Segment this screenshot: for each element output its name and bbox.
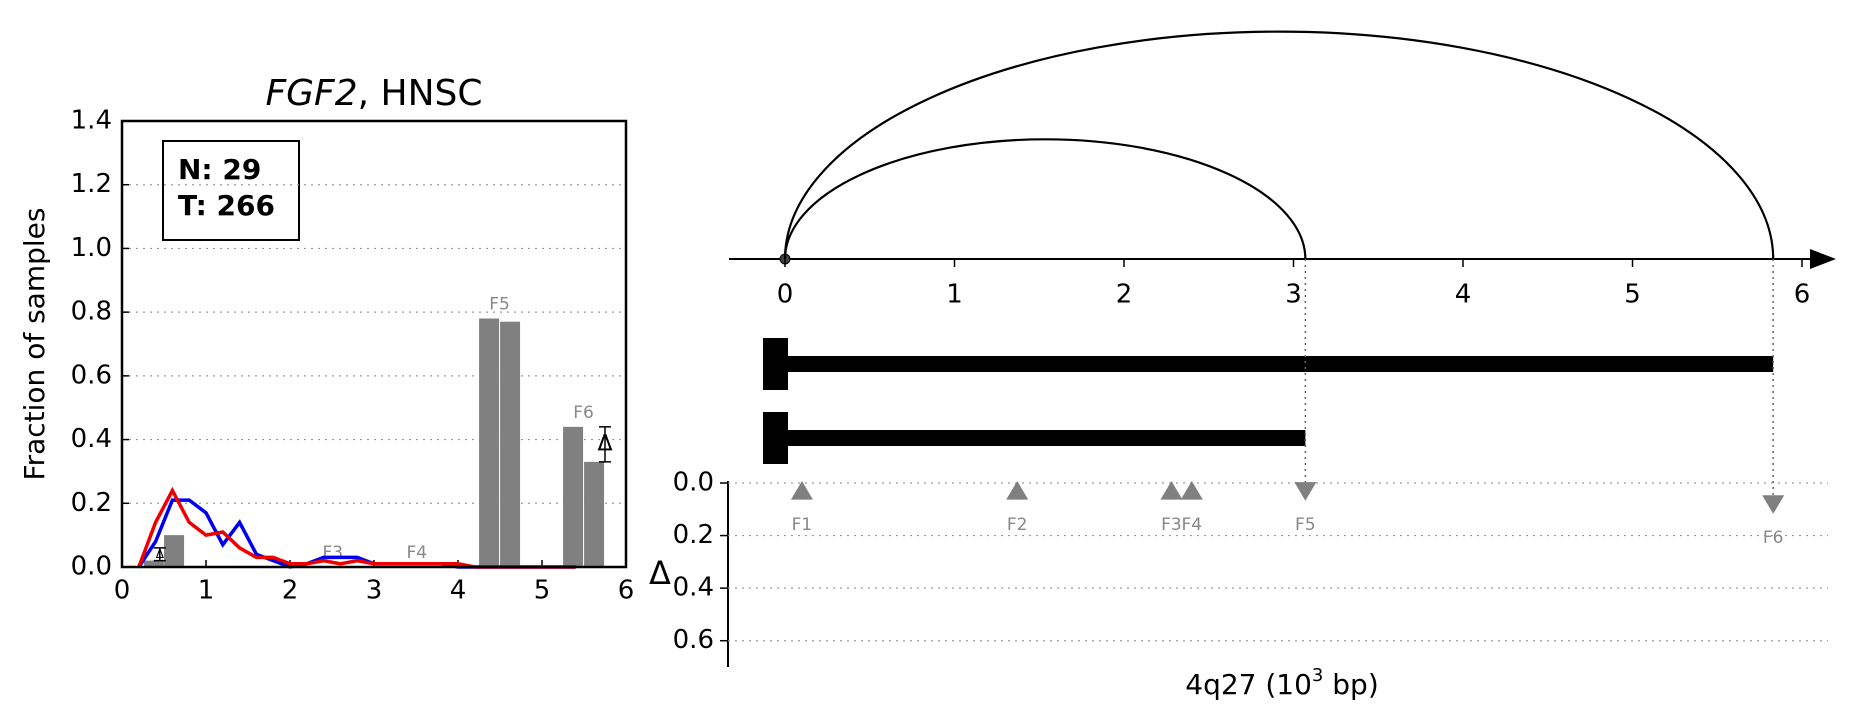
feature-label: F2 [1007, 515, 1028, 535]
feature-label: F4 [407, 543, 428, 563]
x-tick-label: 1 [946, 280, 963, 310]
annotation-text: T: 266 [178, 189, 275, 222]
delta-axis-label: Δ [649, 554, 671, 592]
x-tick-label: 4 [450, 576, 467, 606]
y-tick-label: 0.4 [71, 424, 112, 454]
feature-label: F6 [1763, 528, 1784, 548]
x-tick-label: 5 [534, 576, 551, 606]
bar [584, 461, 605, 567]
delta-label: Δ [597, 431, 612, 456]
y-tick-label: 0.6 [673, 625, 714, 655]
feature-marker [1160, 480, 1183, 500]
y-tick-label: 1.2 [71, 169, 112, 199]
feature-marker [1762, 495, 1785, 514]
feature-label: F3 [1161, 515, 1182, 535]
y-tick-label: 0.0 [71, 552, 112, 582]
x-label-unit: bp) [1323, 668, 1378, 701]
y-tick-label: 1.4 [71, 106, 112, 136]
y-tick-label: 0.8 [71, 297, 112, 327]
feature-marker [1006, 480, 1029, 500]
feature-label: F5 [1295, 515, 1316, 535]
segment-cap [763, 338, 788, 390]
x-tick-label: 0 [777, 280, 794, 310]
y-tick-label: 0.2 [71, 488, 112, 518]
x-tick-label: 0 [114, 576, 131, 606]
arc [783, 138, 1307, 260]
feature-label: F6 [573, 403, 594, 423]
chart-title: FGF2, HNSC [265, 73, 482, 114]
feature-label: F5 [489, 295, 510, 315]
y-tick-label: 0.2 [673, 520, 714, 550]
annotation-text: N: 29 [178, 153, 261, 186]
x-label-main: 4q27 (10 [1185, 668, 1312, 701]
delta-label: Δ [156, 547, 165, 561]
bar [563, 426, 584, 567]
y-tick-label: 0.4 [673, 573, 714, 603]
x-tick-label: 6 [1794, 280, 1811, 310]
x-label-sup: 3 [1312, 665, 1323, 686]
x-tick-label: 6 [618, 576, 635, 606]
feature-label: F4 [1181, 515, 1202, 535]
y-tick-label: 1.0 [71, 233, 112, 263]
title-rest: , HNSC [358, 73, 483, 114]
x-tick-label: 5 [1624, 280, 1641, 310]
x-tick-label: 2 [282, 576, 299, 606]
y-tick-label: 0.0 [673, 468, 714, 498]
feature-marker [790, 480, 813, 500]
axis-arrow [1810, 249, 1836, 269]
feature-label: F1 [792, 515, 813, 535]
feature-marker [1294, 482, 1317, 501]
x-tick-label: 4 [1455, 280, 1472, 310]
arc [783, 30, 1775, 260]
y-tick-label: 0.6 [71, 360, 112, 390]
plot-frame [120, 119, 628, 569]
segment [785, 356, 1774, 372]
title-gene: FGF2 [265, 73, 357, 114]
feature-marker [1180, 480, 1203, 500]
segment-cap [763, 412, 788, 464]
x-tick-label: 1 [198, 576, 215, 606]
x-tick-label: 3 [366, 576, 383, 606]
segment [785, 430, 1306, 446]
bar [479, 318, 500, 567]
annotation-box [162, 140, 300, 241]
bar [164, 535, 185, 567]
bar [143, 560, 164, 567]
y-axis-label: Fraction of samples [18, 208, 51, 481]
x-tick-label: 3 [1285, 280, 1302, 310]
bar [500, 321, 521, 567]
x-tick-label: 2 [1116, 280, 1133, 310]
x-axis-label: 4q27 (103 bp) [1185, 665, 1379, 701]
